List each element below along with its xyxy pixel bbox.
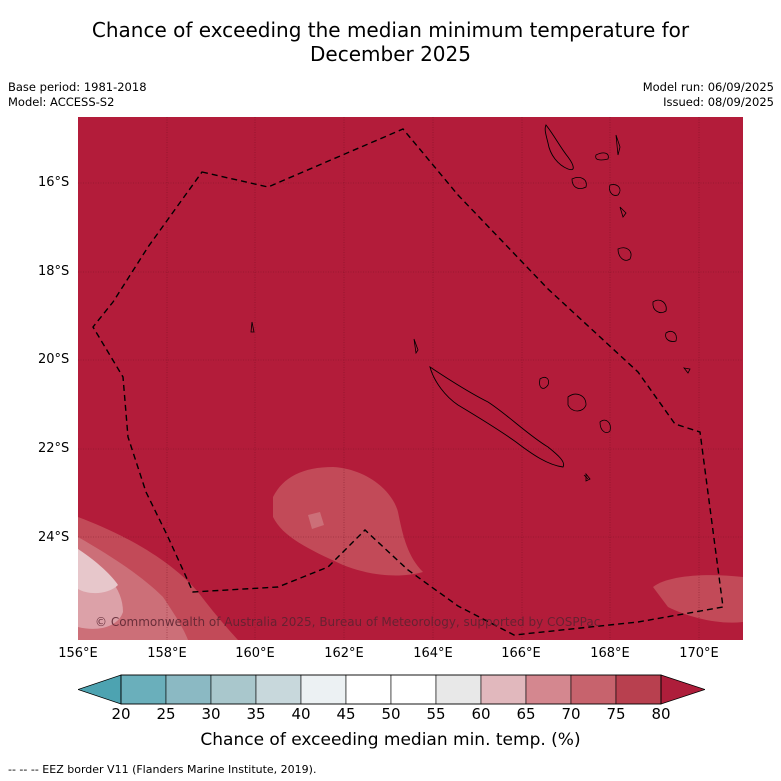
espiritu-santo-coastline	[544, 124, 574, 171]
graticule	[78, 117, 743, 640]
colorbar-tick-label: 70	[561, 705, 581, 723]
colorbar	[76, 674, 707, 705]
lat-label-16s: 16°S	[38, 175, 70, 190]
probability-field-80	[78, 117, 743, 640]
colorbar-tick-label: 25	[156, 705, 176, 723]
lon-label-158e: 158°E	[147, 646, 187, 661]
lat-label-20s: 20°S	[38, 352, 70, 367]
colorbar-cell	[525, 674, 572, 705]
colorbar-tick-label: 35	[246, 705, 266, 723]
ouvea-coastline	[539, 377, 549, 389]
probability-patch-70	[308, 512, 324, 529]
probability-band-60	[78, 549, 118, 594]
lon-label-166e: 166°E	[501, 646, 541, 661]
efate-coastline	[617, 247, 632, 261]
lon-label-160e: 160°E	[235, 646, 275, 661]
erromango-coastline	[652, 299, 667, 313]
colorbar-cell	[345, 674, 392, 705]
model-info: Base period: 1981-2018 Model: ACCESS-S2	[8, 80, 147, 110]
colorbar-graphic	[76, 674, 707, 705]
epi-coastline	[619, 206, 627, 218]
colorbar-tick-label: 40	[291, 705, 311, 723]
colorbar-cell	[210, 674, 257, 705]
chesterfield-islands-coastline	[250, 321, 255, 333]
model-name-text: Model: ACCESS-S2	[8, 95, 115, 109]
colorbar-cell	[615, 674, 662, 705]
title-line-2: December 2025	[310, 42, 471, 66]
probability-band-75-east	[653, 575, 743, 623]
eez-legend-note: -- -- -- EEZ border V11 (Flanders Marine…	[8, 763, 317, 776]
walpole-island-coastline	[583, 474, 589, 480]
issued-text: Issued: 08/09/2025	[663, 95, 774, 109]
colorbar-cells	[120, 674, 662, 705]
lat-label-18s: 18°S	[38, 264, 70, 279]
base-period-text: Base period: 1981-2018	[8, 80, 147, 94]
colorbar-tick-label: 30	[201, 705, 221, 723]
malekula-coastline	[571, 177, 587, 189]
colorbar-label: Chance of exceeding median min. temp. (%…	[200, 730, 581, 750]
map-panel[interactable]: © Commonwealth of Australia 2025, Bureau…	[78, 117, 743, 640]
colorbar-tick-label: 20	[111, 705, 131, 723]
colorbar-tick-label: 50	[381, 705, 401, 723]
colorbar-high-arrow	[660, 674, 707, 705]
colorbar-cell	[255, 674, 302, 705]
forecast-map[interactable]: © Commonwealth of Australia 2025, Bureau…	[78, 117, 743, 640]
run-info: Model run: 06/09/2025 Issued: 08/09/2025	[643, 80, 774, 110]
lon-label-162e: 162°E	[324, 646, 364, 661]
lon-label-164e: 164°E	[413, 646, 453, 661]
new-caledonia-coastline	[429, 365, 565, 468]
eez-border	[92, 128, 724, 636]
probability-patch-75	[273, 467, 423, 576]
aneityum-coastline	[683, 367, 691, 374]
lon-label-170e: 170°E	[679, 646, 719, 661]
colorbar-cell	[570, 674, 617, 705]
colorbar-tick-label: 65	[516, 705, 536, 723]
map-title: Chance of exceeding the median minimum t…	[0, 18, 781, 66]
colorbar-cell	[390, 674, 437, 705]
colorbar-cell	[120, 674, 167, 705]
lat-label-22s: 22°S	[38, 441, 70, 456]
colorbar-low-arrow	[76, 674, 122, 705]
colorbar-cell	[435, 674, 482, 705]
maewo-coastline	[595, 152, 609, 161]
title-line-1: Chance of exceeding the median minimum t…	[91, 18, 690, 42]
mare-coastline	[599, 419, 611, 433]
colorbar-tick-label: 75	[606, 705, 626, 723]
copyright-text: © Commonwealth of Australia 2025, Bureau…	[95, 615, 600, 629]
lon-label-168e: 168°E	[590, 646, 630, 661]
tanna-coastline	[665, 331, 677, 342]
colorbar-cell	[300, 674, 347, 705]
colorbar-frame	[120, 674, 662, 705]
lifou-coastline	[567, 393, 587, 412]
belep-islands-coastline	[413, 338, 419, 355]
colorbar-cell	[480, 674, 527, 705]
model-run-text: Model run: 06/09/2025	[642, 80, 774, 94]
lat-label-24s: 24°S	[38, 530, 70, 545]
colorbar-tick-label: 80	[651, 705, 671, 723]
pentecost-coastline	[615, 134, 621, 156]
lon-label-156e: 156°E	[58, 646, 98, 661]
colorbar-cell	[165, 674, 212, 705]
colorbar-tick-label: 55	[426, 705, 446, 723]
ambrym-coastline	[609, 184, 621, 196]
colorbar-tick-label: 60	[471, 705, 491, 723]
colorbar-tick-label: 45	[336, 705, 356, 723]
